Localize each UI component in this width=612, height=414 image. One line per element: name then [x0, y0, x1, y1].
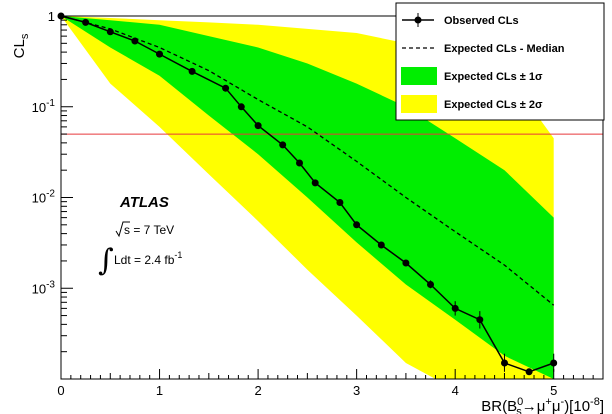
energy-label: s = 7 TeV	[115, 221, 174, 238]
observed-point	[501, 359, 508, 367]
observed-point	[336, 199, 344, 206]
integral-symbol: ∫	[98, 243, 114, 278]
observed-point	[525, 368, 533, 376]
y-axis-title-sub: s	[19, 33, 31, 39]
observed-point	[156, 50, 163, 58]
y-tick-label: 1	[48, 9, 55, 24]
observed-point	[476, 316, 484, 324]
y-tick-base: 10	[32, 191, 46, 206]
observed-point	[377, 241, 385, 249]
xlabel-end: ]	[600, 398, 604, 414]
y-tick-label: 10-2	[32, 189, 56, 206]
lumi-text: Ldt = 2.4 fb	[114, 253, 175, 267]
lumi-exp: -1	[174, 250, 182, 260]
observed-point	[311, 179, 319, 187]
legend-item-expected: Expected CLs - Median	[402, 43, 565, 55]
observed-point	[222, 84, 230, 92]
x-tick-label: 1	[156, 383, 163, 398]
x-axis-title: BR(B0 s→μ+μ-)[10-8]	[481, 396, 604, 414]
svg-text:CLs: CLs	[11, 33, 31, 58]
legend-2sigma-swatch	[401, 95, 437, 113]
atlas-label: ATLAS	[119, 194, 169, 211]
y-tick-base: 1	[48, 9, 55, 24]
observed-point	[254, 122, 262, 130]
energy-value: = 7 TeV	[130, 223, 174, 237]
observed-point	[451, 304, 459, 312]
experiment-annotation: ATLAS s = 7 TeV ∫ Ldt = 2.4 fb-1	[98, 194, 182, 278]
y-tick-base: 10	[32, 100, 46, 115]
observed-point	[550, 359, 558, 367]
x-tick-label: 5	[550, 383, 557, 398]
x-tick-label: 3	[353, 383, 360, 398]
observed-point	[131, 37, 139, 45]
legend-item-1sigma: Expected CLs ± 1σ	[401, 67, 543, 85]
observed-point	[188, 67, 196, 75]
luminosity-label: ∫ Ldt = 2.4 fb-1	[98, 243, 182, 278]
svg-text:BR(B0s→μ+μ-)[10-8]: BR(B0 s→μ+μ-)[10-8]	[481, 396, 604, 414]
legend-1sigma-label: Expected CLs ± 1σ	[444, 71, 543, 83]
observed-point	[82, 18, 90, 26]
observed-point	[402, 259, 410, 267]
xlabel-pre: BR(B	[481, 398, 517, 414]
y-tick-exponent: -1	[46, 98, 55, 109]
y-axis-title-main: CL	[11, 39, 28, 58]
sqrt-symbol	[115, 221, 130, 238]
legend: Observed CLs Expected CLs - Median Expec…	[395, 2, 605, 121]
y-axis-title: CLs	[11, 33, 31, 58]
legend-observed-label: Observed CLs	[444, 15, 519, 27]
legend-1sigma-swatch	[401, 67, 437, 85]
observed-point	[427, 281, 434, 288]
observed-point	[106, 28, 114, 36]
xlabel-post: )[10	[564, 398, 590, 414]
xlabel-sup4: -8	[590, 396, 600, 408]
energy-sqrt: s	[124, 223, 130, 237]
y-tick-base: 10	[32, 281, 46, 296]
xlabel-sup2: +	[545, 396, 551, 408]
xlabel-sub: s	[516, 406, 522, 414]
expected-median-line	[60, 15, 555, 306]
xlabel-mid: →μ	[522, 398, 546, 414]
observed-point	[279, 141, 287, 149]
observed-point	[296, 159, 303, 167]
legend-2sigma-label: Expected CLs ± 2σ	[444, 99, 543, 111]
x-tick-label: 4	[452, 383, 459, 398]
legend-expected-label: Expected CLs - Median	[444, 43, 565, 55]
observed-point	[353, 221, 361, 229]
legend-item-observed: Observed CLs	[402, 13, 519, 27]
legend-observed-marker	[414, 16, 422, 24]
x-tick-label: 2	[254, 383, 261, 398]
observed-line	[60, 15, 554, 373]
xlabel-mid2: μ	[552, 398, 561, 414]
x-tick-label: 0	[57, 383, 64, 398]
svg-text:s = 7 TeV: s = 7 TeV	[124, 223, 174, 237]
y-tick-label: 10-3	[32, 279, 56, 296]
svg-text:Ldt = 2.4 fb-1: Ldt = 2.4 fb-1	[114, 250, 182, 267]
xlabel-sup: 0	[517, 396, 523, 408]
lines-layer	[57, 12, 558, 376]
xlabel-sup3: -	[561, 396, 565, 408]
y-tick-label: 10-1	[32, 98, 56, 115]
y-tick-exponent: -3	[46, 279, 55, 290]
observed-point	[237, 103, 245, 111]
y-tick-exponent: -2	[46, 189, 55, 200]
legend-item-2sigma: Expected CLs ± 2σ	[401, 95, 543, 113]
